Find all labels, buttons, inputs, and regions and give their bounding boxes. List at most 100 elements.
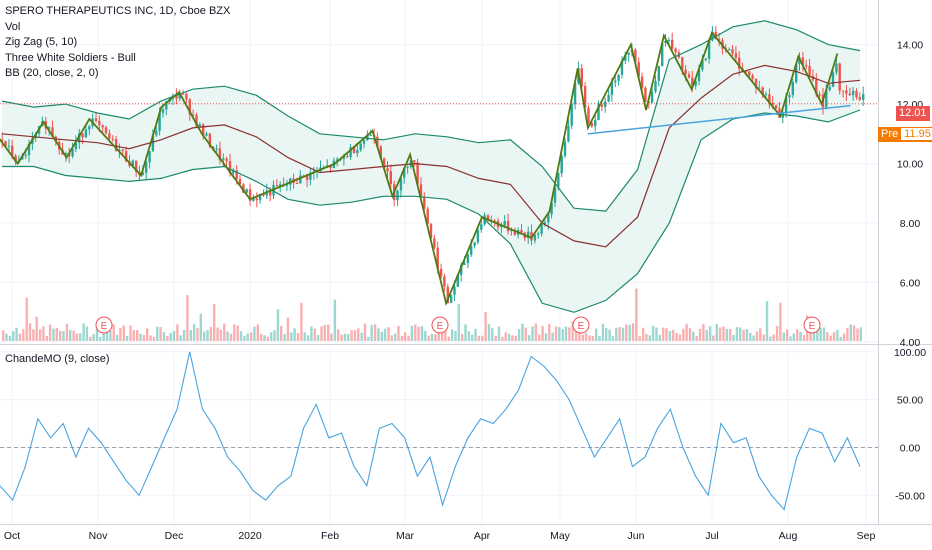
cmo-line[interactable] <box>0 351 861 511</box>
candle-body <box>439 268 443 277</box>
candle-body <box>761 87 764 95</box>
candle-body <box>587 107 590 123</box>
chart-title[interactable]: SPERO THERAPEUTICS INC, 1D, Cboe BZX <box>5 5 231 17</box>
candle-body <box>657 66 660 81</box>
candle-body <box>831 72 835 87</box>
volume-bar <box>779 302 782 341</box>
volume-bar <box>256 324 259 341</box>
volume-bar <box>692 331 695 341</box>
candle-body <box>624 54 627 61</box>
candle-body <box>801 57 805 66</box>
volume-bar <box>655 327 658 341</box>
candle-body <box>493 220 496 222</box>
volume-bar <box>816 324 819 341</box>
candle-body <box>714 31 717 40</box>
candle-body <box>674 48 677 53</box>
zigzag-line[interactable] <box>0 30 839 307</box>
bollinger-upper[interactable] <box>1 20 861 212</box>
volume-bar <box>65 323 69 341</box>
candle-body <box>349 147 352 158</box>
support-trendline[interactable] <box>587 104 851 135</box>
volume-bar <box>769 336 772 341</box>
candle-body <box>158 112 161 131</box>
chande-mo-pane[interactable] <box>0 351 878 511</box>
volume-bar <box>725 328 728 341</box>
candle-body <box>175 95 178 99</box>
volume-bar <box>678 334 682 341</box>
volume-bar <box>785 329 789 341</box>
volume-bar <box>504 332 507 341</box>
candle-body <box>617 74 620 81</box>
earnings-marker[interactable]: E <box>431 316 449 334</box>
volume-bar <box>102 330 105 341</box>
volume-bar <box>35 316 38 341</box>
volume-bar <box>323 324 326 341</box>
earnings-marker-label: E <box>437 321 444 332</box>
cmo-label[interactable]: ChandeMO (9, close) <box>5 353 110 365</box>
bollinger-lower[interactable] <box>2 109 861 313</box>
candle-body <box>155 130 158 136</box>
volume-bar <box>404 332 407 341</box>
volume-bar <box>752 335 755 341</box>
candle-body <box>661 43 664 67</box>
volume-bar <box>380 331 383 341</box>
volume-bar <box>722 326 725 341</box>
candle-body <box>681 57 684 70</box>
candle-body <box>222 158 225 160</box>
volume-bar <box>42 326 45 341</box>
candle-body <box>235 170 238 179</box>
candle-body <box>248 189 252 201</box>
candle-body <box>245 189 248 193</box>
volume-bar <box>695 336 698 341</box>
volume-bar <box>789 336 792 341</box>
candle-body <box>470 245 473 255</box>
volume-bar <box>303 332 306 341</box>
indicator-bollinger[interactable]: BB (20, close, 2, 0) <box>5 67 99 79</box>
candle-body <box>449 294 453 303</box>
volume-bar <box>394 333 397 341</box>
candle-body <box>131 160 134 167</box>
candle-body <box>362 140 366 144</box>
volume-bar <box>554 326 558 341</box>
volume-bar <box>119 327 122 341</box>
candle-body <box>238 178 242 185</box>
premarket-value: 11.95 <box>901 128 932 140</box>
earnings-marker[interactable]: E <box>95 316 113 334</box>
candle-body <box>768 94 771 103</box>
candle-body <box>376 136 379 147</box>
volume-bar <box>330 333 333 341</box>
price-tick-label: 14.00 <box>897 40 923 52</box>
volume-bar <box>420 326 424 341</box>
time-tick-label: Nov <box>89 530 108 542</box>
candle-body <box>845 90 848 94</box>
volume-bar <box>481 335 484 341</box>
candle-body <box>671 39 674 49</box>
volume-bar <box>665 328 668 341</box>
candle-body <box>443 276 446 287</box>
candle-body <box>295 183 299 184</box>
volume-bar <box>427 335 430 341</box>
candle-body <box>540 223 543 234</box>
indicator-vol[interactable]: Vol <box>5 20 21 33</box>
candle-body <box>557 173 560 188</box>
indicator-three-white-soldiers[interactable]: Three White Soldiers - Bull <box>5 51 136 64</box>
bollinger-basis[interactable] <box>1 64 861 248</box>
volume-bar <box>450 329 454 341</box>
time-tick-label: Sep <box>857 530 876 542</box>
volume-bar <box>313 328 316 341</box>
candle-body <box>98 120 101 126</box>
candle-body <box>4 141 7 147</box>
indicator-zigzag[interactable]: Zig Zag (5, 10) <box>5 36 78 48</box>
candle-body <box>597 104 600 120</box>
volume-bar <box>762 334 765 341</box>
candle-body <box>352 147 356 154</box>
volume-bar <box>370 325 373 341</box>
earnings-marker[interactable]: E <box>803 316 821 334</box>
volume-bar <box>424 331 427 341</box>
earnings-marker[interactable]: E <box>572 316 590 334</box>
candle-body <box>198 124 201 127</box>
volume-bar <box>712 335 715 341</box>
volume-bar <box>544 333 548 341</box>
